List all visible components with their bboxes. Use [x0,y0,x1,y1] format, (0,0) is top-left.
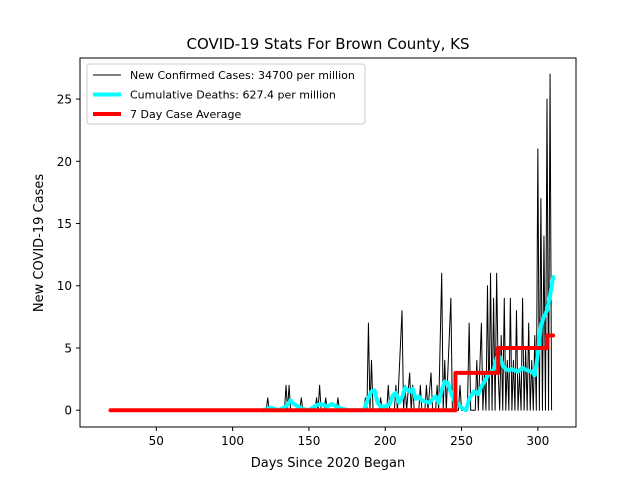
legend: New Confirmed Cases: 34700 per million Cu… [86,63,366,125]
x-tick-label: 150 [297,434,320,448]
y-tick-label: 10 [57,279,72,293]
series-line-1 [110,73,553,411]
x-tick-label: 300 [526,434,549,448]
x-tick-label: 200 [374,434,397,448]
x-tick-label: 100 [221,434,244,448]
x-axis: 50 100 150 200 250 300 [149,427,549,448]
y-tick-label: 0 [64,404,72,418]
y-tick-label: 25 [57,93,72,107]
y-tick-label: 20 [57,155,72,169]
x-tick-label: 50 [149,434,164,448]
y-tick-label: 15 [57,217,72,231]
chart-title: COVID-19 Stats For Brown County, KS [187,35,470,53]
plot-frame [79,57,577,428]
x-tick-label: 250 [450,434,473,448]
series-line-2 [261,275,556,413]
legend-label-1: New Confirmed Cases: 34700 per million [130,69,355,82]
legend-label-3: 7 Day Case Average [130,108,242,121]
y-tick-label: 5 [64,341,72,355]
plot-area [108,73,556,413]
series-line-3 [108,333,556,413]
y-axis: 0 5 10 15 20 25 [57,93,80,418]
legend-label-2: Cumulative Deaths: 627.4 per million [130,89,336,102]
legend-box [86,63,366,125]
series-layer [108,73,556,413]
x-axis-label: Days Since 2020 Began [251,456,406,471]
y-axis-label: New COVID-19 Cases [32,174,47,312]
